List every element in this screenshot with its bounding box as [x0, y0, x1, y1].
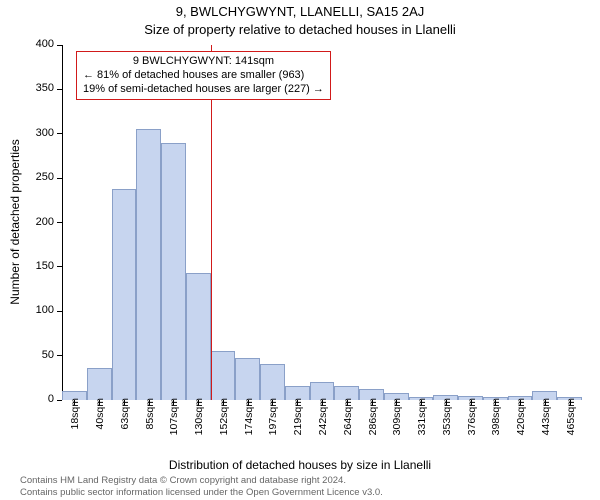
- y-tick-label: 100: [24, 304, 54, 316]
- x-tick-label: 376sqm: [466, 398, 478, 435]
- y-tick: [57, 355, 62, 356]
- y-tick: [57, 178, 62, 179]
- y-tick: [57, 266, 62, 267]
- y-tick-label: 50: [24, 349, 54, 361]
- x-tick-label: 264sqm: [342, 398, 354, 435]
- histogram-bar: [112, 189, 137, 400]
- histogram-bar: [136, 129, 161, 400]
- x-tick-label: 18sqm: [69, 398, 81, 430]
- x-tick-label: 219sqm: [292, 398, 304, 435]
- x-tick-label: 420sqm: [515, 398, 527, 435]
- y-tick: [57, 89, 62, 90]
- x-tick-label: 398sqm: [490, 398, 502, 435]
- y-tick-label: 150: [24, 260, 54, 272]
- histogram-bar: [260, 364, 285, 400]
- y-axis-line: [62, 45, 63, 400]
- y-tick-label: 250: [24, 171, 54, 183]
- x-tick-label: 63sqm: [119, 398, 131, 430]
- page-title-line2: Size of property relative to detached ho…: [0, 22, 600, 37]
- y-tick-label: 300: [24, 127, 54, 139]
- x-tick-label: 465sqm: [565, 398, 577, 435]
- histogram-bar: [186, 273, 211, 400]
- annotation-line: ← 81% of detached houses are smaller (96…: [83, 69, 324, 83]
- y-tick-label: 350: [24, 82, 54, 94]
- x-tick-label: 107sqm: [168, 398, 180, 435]
- attribution-line2: Contains public sector information licen…: [20, 487, 580, 498]
- histogram-bar: [87, 368, 112, 400]
- x-tick-label: 152sqm: [218, 398, 230, 435]
- y-tick-label: 200: [24, 216, 54, 228]
- x-tick-label: 242sqm: [317, 398, 329, 435]
- x-tick-label: 130sqm: [193, 398, 205, 435]
- histogram-plot-area: 05010015020025030035040018sqm40sqm63sqm8…: [62, 45, 582, 400]
- annotation-line: 9 BWLCHYGWYNT: 141sqm: [83, 55, 324, 69]
- x-tick-label: 353sqm: [441, 398, 453, 435]
- y-tick: [57, 133, 62, 134]
- annotation-box: 9 BWLCHYGWYNT: 141sqm← 81% of detached h…: [76, 51, 331, 100]
- attribution-text: Contains HM Land Registry data © Crown c…: [20, 475, 580, 498]
- x-tick-label: 40sqm: [94, 398, 106, 430]
- x-tick-label: 331sqm: [416, 398, 428, 435]
- y-tick-label: 0: [24, 393, 54, 405]
- x-axis-label: Distribution of detached houses by size …: [0, 458, 600, 472]
- x-tick-label: 443sqm: [540, 398, 552, 435]
- x-tick-label: 197sqm: [267, 398, 279, 435]
- x-tick-label: 309sqm: [391, 398, 403, 435]
- histogram-bar: [161, 143, 186, 400]
- y-tick-label: 400: [24, 38, 54, 50]
- attribution-line1: Contains HM Land Registry data © Crown c…: [20, 475, 580, 486]
- y-tick: [57, 45, 62, 46]
- page-title-line1: 9, BWLCHYGWYNT, LLANELLI, SA15 2AJ: [0, 4, 600, 19]
- y-tick: [57, 222, 62, 223]
- y-axis-label: Number of detached properties: [8, 139, 22, 304]
- histogram-bar: [235, 358, 260, 400]
- histogram-bar: [211, 351, 236, 400]
- x-tick-label: 174sqm: [243, 398, 255, 435]
- x-tick-label: 286sqm: [367, 398, 379, 435]
- y-tick: [57, 311, 62, 312]
- annotation-line: 19% of semi-detached houses are larger (…: [83, 83, 324, 97]
- x-tick-label: 85sqm: [144, 398, 156, 430]
